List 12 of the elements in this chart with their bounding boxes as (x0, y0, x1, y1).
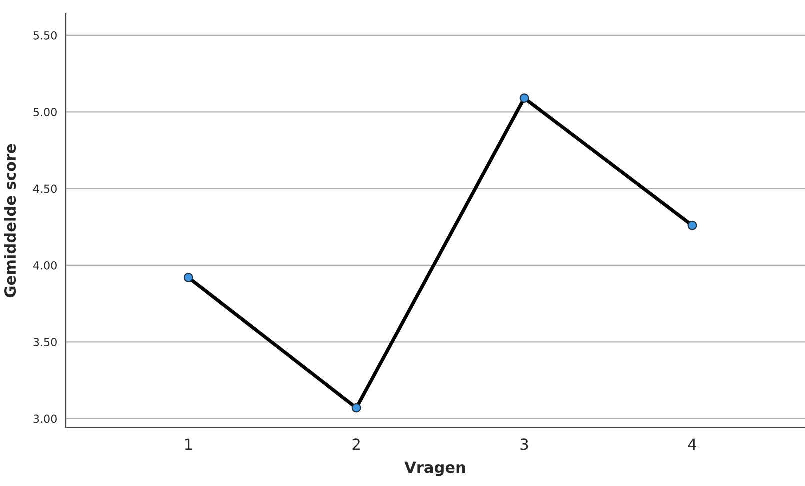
x-tick-label: 1 (185, 438, 192, 450)
x-tick-label: 3 (520, 438, 528, 450)
x-axis-title: Vragen (404, 462, 466, 476)
y-axis-title: Gemiddelde score (4, 144, 16, 298)
y-tick-label: 4.00 (33, 261, 57, 270)
y-tick-label: 5.50 (34, 31, 57, 40)
x-tick-label: 4 (688, 438, 696, 450)
x-tick-label: 2 (352, 438, 360, 450)
y-tick-label: 5.00 (34, 108, 57, 117)
y-tick-label: 3.00 (34, 414, 57, 424)
y-tick-label: 3.50 (34, 338, 57, 347)
y-tick-label: 4.50 (33, 184, 57, 194)
